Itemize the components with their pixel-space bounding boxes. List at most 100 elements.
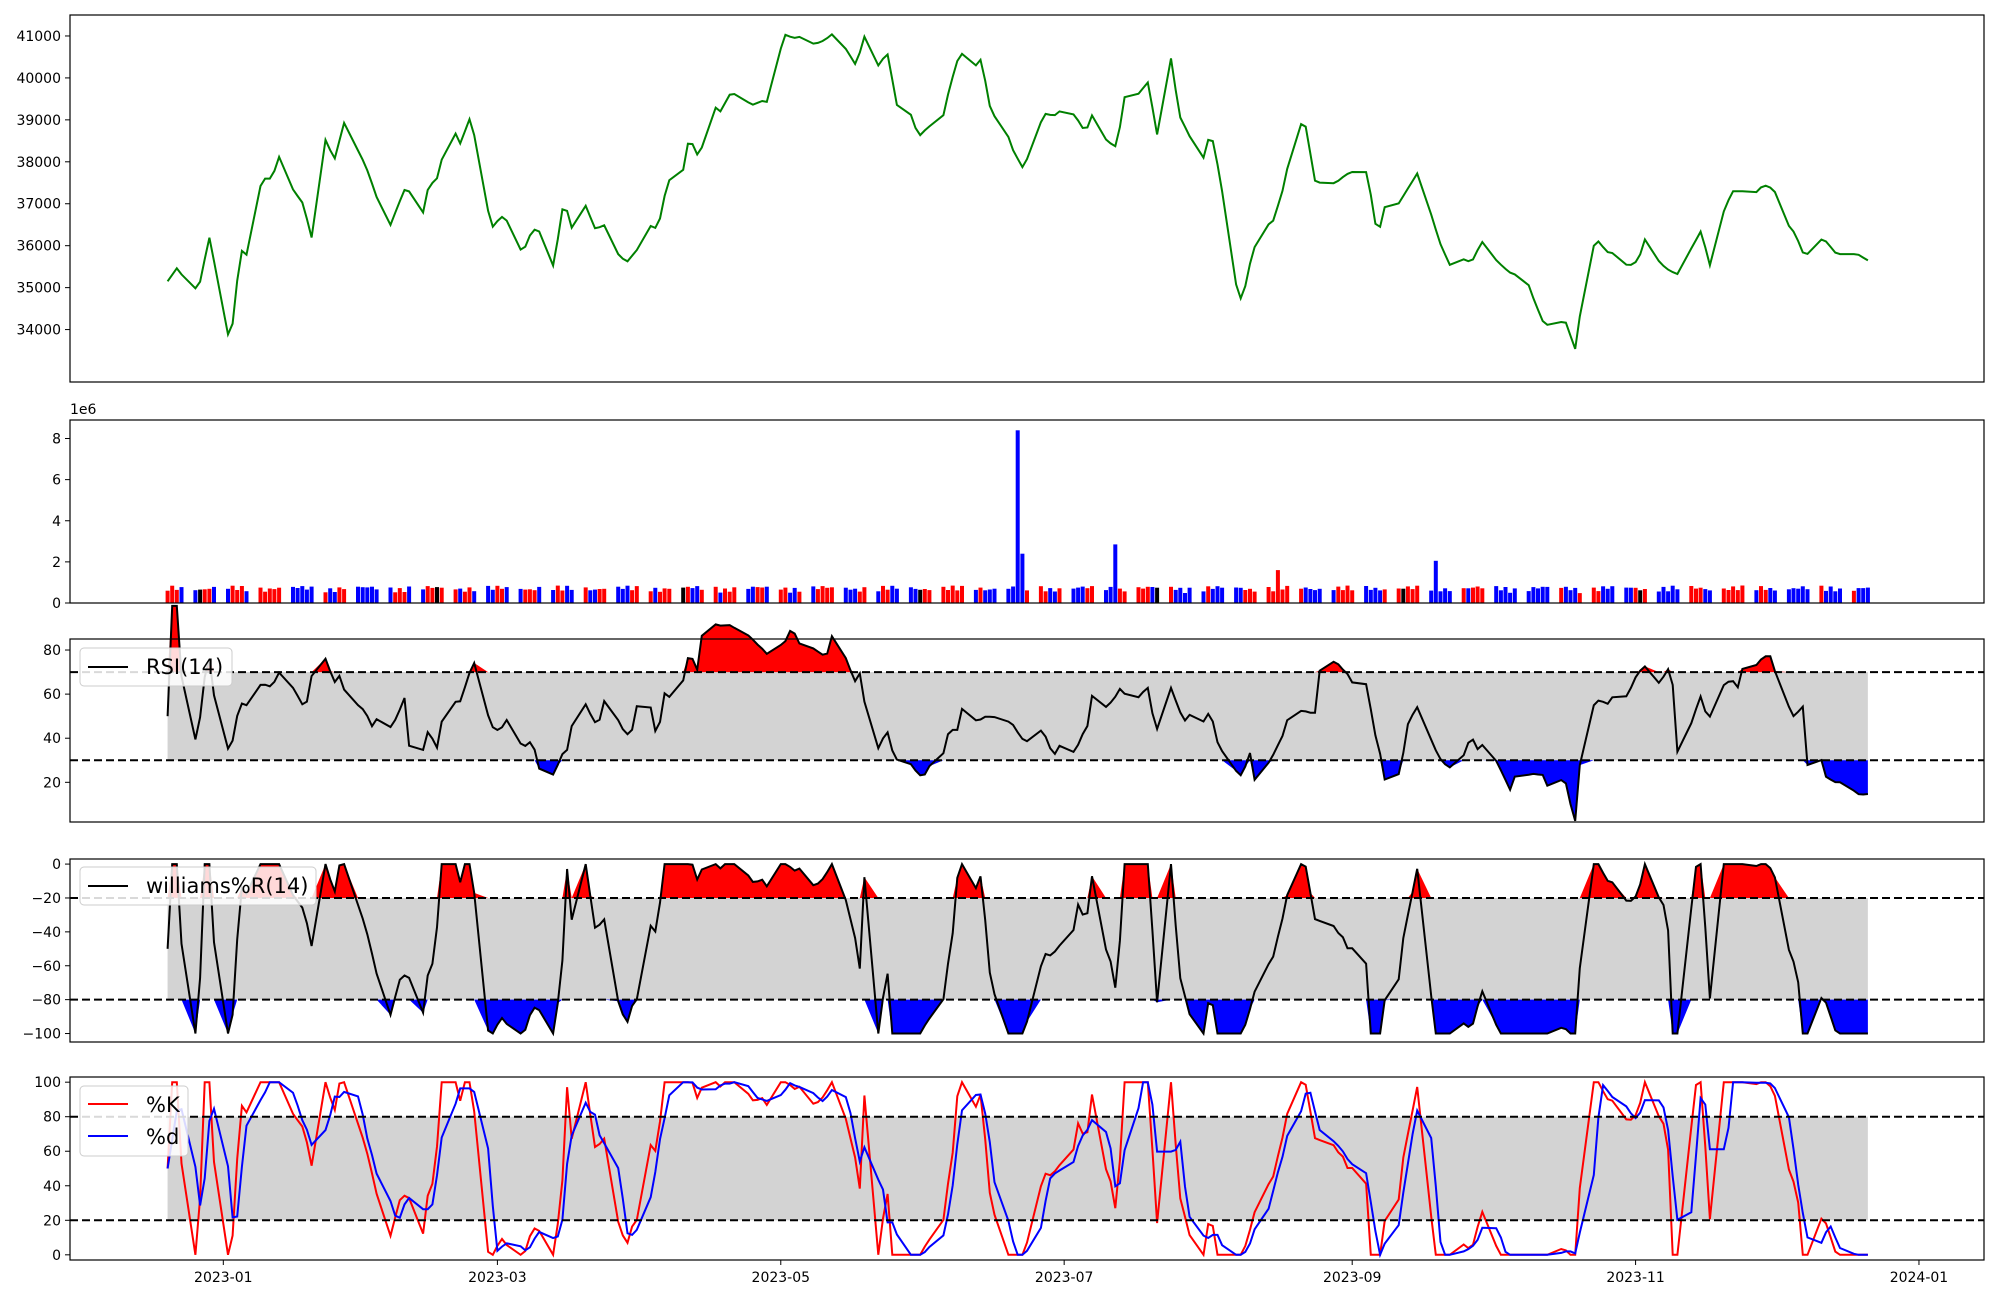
price-y-tick-label: 40000 — [16, 71, 61, 87]
price-y-tick-label: 34000 — [16, 323, 61, 339]
volume-bar — [1299, 588, 1304, 603]
stochastic-frame — [69, 1076, 1985, 1261]
volume-bar — [1633, 587, 1638, 603]
volume-bar — [1763, 589, 1768, 603]
volume-bar — [778, 589, 783, 603]
x-tick-label: 2023-01 — [194, 1270, 253, 1286]
volume-bar — [1675, 589, 1680, 603]
volume-bar — [1350, 590, 1355, 603]
volume-bar — [1076, 587, 1081, 603]
volume-bar — [1573, 587, 1578, 603]
volume-bar — [815, 589, 820, 603]
williams-panel: −100 −80 −60 −40 −20 0 williams%R(14) — [23, 857, 1985, 1043]
volume-bar — [1150, 587, 1155, 603]
volume-bar — [681, 587, 686, 603]
volume-bar — [1415, 585, 1420, 603]
x-tick-label: 2023-11 — [1606, 1270, 1665, 1286]
volume-bar — [235, 590, 240, 603]
volume-bar — [1215, 586, 1220, 603]
volume-bar — [797, 591, 802, 603]
williams-y-tick-label: 0 — [52, 857, 61, 873]
volume-bar — [1494, 586, 1499, 603]
volume-bar — [918, 589, 923, 603]
stochastic-y-tick-label: 60 — [43, 1144, 61, 1160]
volume-bar — [1796, 588, 1801, 603]
stochastic-legend: %K %d — [79, 1085, 189, 1157]
volume-bar — [885, 589, 890, 603]
volume-bar — [1080, 586, 1085, 603]
volume-bar — [1280, 589, 1285, 603]
rsi-legend-box — [79, 647, 233, 687]
rsi-frame — [69, 638, 1985, 823]
volume-bar — [699, 589, 704, 603]
volume-bar — [1824, 590, 1828, 603]
volume-bar — [1819, 585, 1824, 603]
volume-y-ticks: 0 2 4 6 8 — [52, 432, 70, 612]
volume-bar — [987, 589, 992, 603]
volume-bar — [829, 587, 834, 603]
price-frame — [69, 14, 1985, 383]
volume-bar — [1536, 588, 1540, 603]
stochastic-y-ticks: 0 20 40 60 80 100 — [34, 1075, 70, 1264]
rsi-band — [167, 672, 1868, 761]
volume-bar — [1303, 587, 1308, 603]
volume-bar — [1122, 591, 1127, 603]
x-tick-label: 2023-05 — [752, 1270, 811, 1286]
volume-bar — [1726, 590, 1731, 603]
volume-bar — [1838, 588, 1842, 603]
volume-bar — [983, 590, 988, 603]
price-line — [166, 33, 1869, 350]
volume-bar — [1694, 588, 1698, 603]
volume-bar — [648, 591, 653, 603]
volume-bar — [764, 586, 769, 603]
volume-bar — [425, 586, 430, 603]
volume-bar — [853, 588, 858, 603]
volume-bar — [365, 587, 370, 603]
d-legend-label: %d — [146, 1125, 179, 1149]
volume-bar — [1378, 590, 1383, 603]
volume-bar — [1503, 587, 1508, 603]
volume-bar — [1113, 544, 1118, 603]
volume-bar — [1768, 588, 1773, 603]
volume-bar — [1601, 586, 1606, 603]
volume-bar — [1610, 586, 1615, 603]
x-tick-label: 2023-03 — [468, 1270, 527, 1286]
volume-bar — [1410, 589, 1415, 603]
volume-bar — [1828, 586, 1833, 603]
volume-bar — [1155, 587, 1160, 603]
volume-bar — [723, 588, 727, 603]
rsi-y-tick-label: 40 — [43, 731, 61, 747]
stochastic-y-tick-label: 100 — [34, 1075, 61, 1091]
volume-bar — [927, 590, 932, 603]
volume-bar — [862, 587, 867, 603]
volume-bar — [788, 592, 793, 603]
volume-bar — [811, 586, 816, 603]
volume-bar — [226, 588, 230, 603]
volume-bar — [881, 585, 885, 603]
volume-bar — [458, 588, 463, 603]
williams-y-tick-label: −60 — [31, 959, 61, 975]
volume-bar — [1025, 590, 1029, 603]
volume-bar — [1011, 586, 1016, 603]
volume-bar — [1252, 591, 1257, 603]
x-tick-label: 2024-01 — [1890, 1270, 1949, 1286]
volume-exponent-label: 1e6 — [70, 402, 97, 418]
volume-bar — [1526, 591, 1531, 603]
williams-y-tick-label: −80 — [31, 993, 61, 1009]
stochastic-y-tick-label: 40 — [43, 1179, 61, 1195]
volume-bar — [732, 587, 737, 603]
volume-bar — [783, 587, 788, 603]
price-y-tick-label: 35000 — [16, 281, 61, 297]
volume-bar — [1805, 589, 1810, 603]
volume-bar — [718, 592, 723, 603]
volume-bar — [1703, 589, 1708, 603]
volume-bar — [1772, 590, 1777, 603]
volume-bar — [1020, 553, 1025, 603]
volume-bar — [1670, 585, 1675, 603]
volume-bar — [527, 589, 532, 603]
volume-bar — [1856, 588, 1861, 603]
volume-bar — [1373, 587, 1378, 603]
volume-bar — [602, 588, 607, 603]
